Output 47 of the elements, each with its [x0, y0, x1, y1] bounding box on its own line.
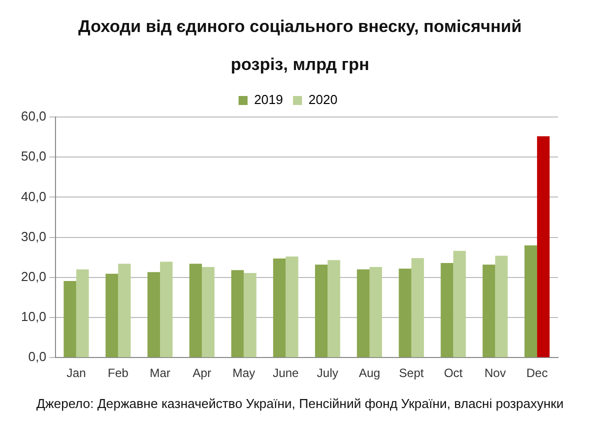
x-tick-label: July [316, 366, 338, 380]
bar [147, 272, 160, 358]
bar [106, 274, 118, 358]
bar [244, 272, 256, 358]
y-tick-label: 30,0 [20, 228, 46, 244]
x-tick-label: Sept [399, 366, 424, 380]
y-tick-label: 60,0 [20, 108, 46, 124]
text: Джерело: Державне казначейство України, Пенсійний фонд України, власні розрахунки [35, 396, 565, 411]
bar [369, 266, 382, 358]
x-tick-label: Aug [358, 366, 380, 380]
bar [160, 262, 173, 358]
bar [76, 269, 89, 358]
bar [524, 245, 538, 358]
legend-label: 2020 [308, 92, 338, 108]
bar [398, 268, 412, 358]
bar [411, 258, 424, 358]
y-tick-label: 40,0 [20, 188, 46, 204]
x-tick-label: Feb [108, 366, 129, 380]
y-tick-label: 20,0 [20, 268, 46, 284]
x-tick-label: Oct [444, 366, 464, 380]
bar [482, 264, 496, 358]
x-tick-label: Nov [484, 366, 506, 380]
bar [64, 281, 76, 358]
bar [189, 264, 202, 358]
bar [495, 256, 508, 358]
bar [356, 269, 370, 358]
bar [440, 262, 454, 358]
x-tick-label: Mar [150, 366, 170, 380]
legend-label: 2019 [254, 92, 283, 108]
chart-title: Доходи від єдиного соціального внеску, помісячний розріз, млрд грн [77, 16, 523, 76]
y-tick-label: 50,0 [20, 148, 46, 164]
x-tick-label: Dec [526, 366, 548, 380]
bar [328, 260, 340, 358]
x-tick-label: May [232, 366, 256, 380]
x-tick-label: Apr [192, 366, 212, 380]
bar [118, 264, 131, 358]
x-tick-label: June [272, 366, 300, 380]
bar [202, 266, 214, 358]
bar [453, 250, 466, 358]
y-tick-label: 0,0 [28, 349, 46, 364]
bar [315, 264, 328, 358]
bar [286, 256, 298, 358]
bar [231, 270, 244, 358]
x-tick-label: Jan [66, 366, 86, 380]
y-tick-label: 10,0 [20, 309, 46, 324]
bar [537, 136, 550, 358]
bar [273, 258, 286, 358]
